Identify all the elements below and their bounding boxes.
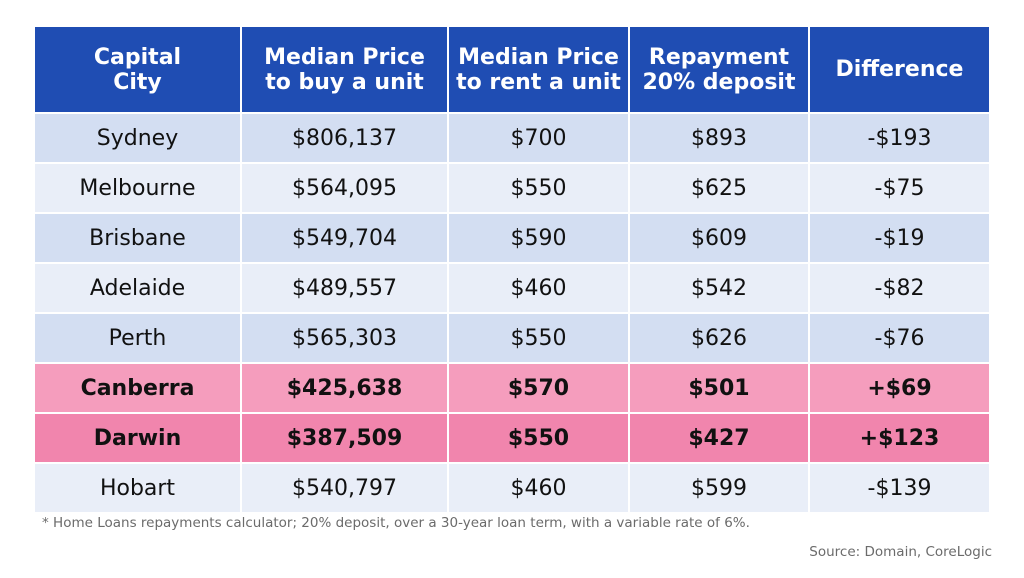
rent-price-cell: $550 [448, 162, 630, 213]
table-row: Brisbane $549,704 $590 $609 -$19 [35, 212, 989, 263]
table-row-highlighted: Darwin $387,509 $550 $427 +$123 [35, 412, 989, 463]
repayment-cell: $542 [629, 262, 810, 313]
rent-price-cell: $550 [448, 312, 630, 363]
buy-price-cell: $425,638 [241, 362, 449, 413]
city-cell: Perth [35, 312, 242, 363]
header-median-rent: Median Price to rent a unit [448, 27, 630, 113]
city-cell: Hobart [35, 462, 242, 512]
header-repayment: Repayment 20% deposit [629, 27, 810, 113]
buy-price-cell: $565,303 [241, 312, 449, 363]
city-cell: Darwin [35, 412, 242, 463]
city-cell: Canberra [35, 362, 242, 413]
buy-price-cell: $549,704 [241, 212, 449, 263]
repayment-cell: $609 [629, 212, 810, 263]
repayment-cell: $626 [629, 312, 810, 363]
city-cell: Sydney [35, 112, 242, 163]
price-comparison-table-wrapper: Capital City Median Price to buy a unit … [35, 27, 989, 512]
rent-price-cell: $460 [448, 462, 630, 512]
difference-cell: -$19 [809, 212, 989, 263]
table-row-highlighted: Canberra $425,638 $570 $501 +$69 [35, 362, 989, 413]
rent-price-cell: $570 [448, 362, 630, 413]
header-median-buy: Median Price to buy a unit [241, 27, 449, 113]
rent-price-cell: $700 [448, 112, 630, 163]
table-row: Hobart $540,797 $460 $599 -$139 [35, 462, 989, 512]
price-comparison-table: Capital City Median Price to buy a unit … [35, 27, 989, 512]
buy-price-cell: $387,509 [241, 412, 449, 463]
repayment-cell: $599 [629, 462, 810, 512]
difference-cell: +$69 [809, 362, 989, 413]
buy-price-cell: $489,557 [241, 262, 449, 313]
buy-price-cell: $564,095 [241, 162, 449, 213]
repayment-cell: $893 [629, 112, 810, 163]
city-cell: Melbourne [35, 162, 242, 213]
city-cell: Adelaide [35, 262, 242, 313]
source-credit: Source: Domain, CoreLogic [809, 544, 992, 560]
header-capital-city: Capital City [35, 27, 242, 113]
table-row: Sydney $806,137 $700 $893 -$193 [35, 112, 989, 163]
difference-cell: +$123 [809, 412, 989, 463]
buy-price-cell: $806,137 [241, 112, 449, 163]
table-header-row: Capital City Median Price to buy a unit … [35, 27, 989, 113]
buy-price-cell: $540,797 [241, 462, 449, 512]
rent-price-cell: $460 [448, 262, 630, 313]
repayment-cell: $625 [629, 162, 810, 213]
rent-price-cell: $590 [448, 212, 630, 263]
footnote: * Home Loans repayments calculator; 20% … [42, 515, 750, 531]
difference-cell: -$82 [809, 262, 989, 313]
rent-price-cell: $550 [448, 412, 630, 463]
difference-cell: -$193 [809, 112, 989, 163]
city-cell: Brisbane [35, 212, 242, 263]
header-difference: Difference [809, 27, 989, 113]
difference-cell: -$139 [809, 462, 989, 512]
table-row: Melbourne $564,095 $550 $625 -$75 [35, 162, 989, 213]
difference-cell: -$76 [809, 312, 989, 363]
repayment-cell: $427 [629, 412, 810, 463]
table-row: Adelaide $489,557 $460 $542 -$82 [35, 262, 989, 313]
table-row: Perth $565,303 $550 $626 -$76 [35, 312, 989, 363]
difference-cell: -$75 [809, 162, 989, 213]
repayment-cell: $501 [629, 362, 810, 413]
